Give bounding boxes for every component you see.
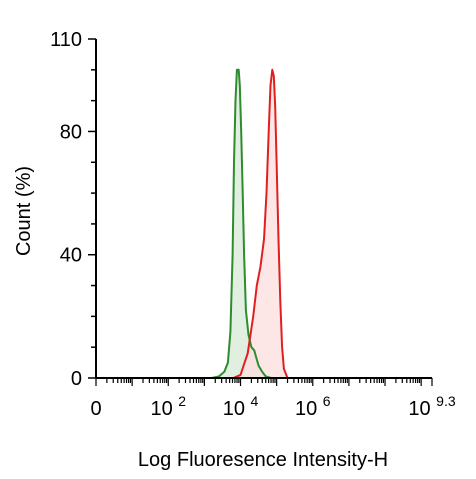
series-2-line: [232, 68, 289, 379]
x-tick-label: 10 6: [295, 393, 331, 420]
x-axis-title: Log Fluoresence Intensity-H: [138, 449, 388, 471]
x-tick-label: 10 4: [223, 393, 259, 420]
y-tick-label: 40: [60, 245, 82, 267]
x-tick-label: 10 9.3: [408, 393, 455, 420]
x-tick-label: 0: [90, 398, 101, 420]
series-2-fill: [233, 69, 288, 379]
plot-area: [211, 68, 289, 379]
y-tick-label: 110: [50, 29, 82, 51]
x-tick-label: 10 2: [150, 393, 186, 420]
y-tick-label: 80: [60, 121, 82, 143]
series-1-fill: [211, 69, 272, 379]
y-axis-title: Count (%): [13, 166, 35, 256]
series-1-line: [211, 68, 272, 379]
y-tick-label: 0: [71, 368, 82, 390]
axes: 0 40 80 110 0 10 2 10 4 10 6 10 9.3: [50, 29, 456, 420]
